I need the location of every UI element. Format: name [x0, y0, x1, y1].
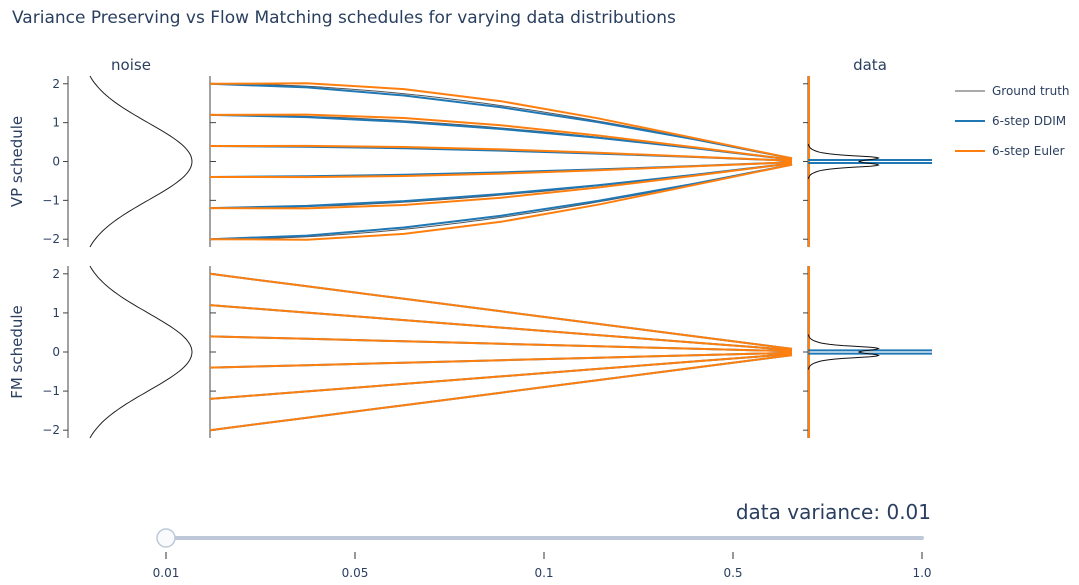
ddim-line — [209, 82, 793, 160]
slider-readout-sep: : — [873, 500, 886, 524]
panels: VP schedule 2 1 0 −1 −2 FM schedule 2 1 0 −1 −2 — [8, 75, 932, 439]
euler-line — [209, 353, 793, 400]
euler-line — [209, 304, 793, 351]
euler-line — [209, 351, 793, 369]
slider-handle[interactable] — [156, 528, 176, 548]
noise-tick-label: −1 — [42, 384, 60, 398]
noise-tick-label: 2 — [52, 77, 60, 91]
panel-vp: VP schedule 2 1 0 −1 −2 — [8, 75, 932, 248]
euler-line — [209, 161, 793, 179]
euler-line — [209, 354, 793, 432]
noise-tick-label: −1 — [42, 193, 60, 207]
ddim-line — [209, 113, 793, 161]
data-column-title: data — [853, 56, 887, 74]
noise-density-curve — [89, 75, 193, 248]
euler-line — [209, 113, 793, 161]
euler-line — [209, 162, 793, 210]
legend-label-2[interactable]: 6-step Euler — [992, 144, 1065, 158]
legend-label-1[interactable]: 6-step DDIM — [992, 114, 1066, 128]
euler-line — [209, 82, 793, 160]
data-variance-slider[interactable]: data variance: 0.01 0.01 0.05 0.1 0.5 1.0 — [153, 500, 932, 580]
legend-label-0[interactable]: Ground truth — [992, 84, 1070, 98]
chart-title: Variance Preserving vs Flow Matching sch… — [12, 8, 676, 28]
ddim-line — [209, 162, 793, 210]
slider-readout-label: data variance — [736, 500, 874, 524]
euler-line — [209, 335, 793, 353]
noise-tick-label: 2 — [52, 267, 60, 281]
slider-step-label[interactable]: 0.05 — [342, 566, 369, 580]
panel-ylabel: VP schedule — [8, 116, 26, 207]
data-density-curve — [807, 143, 880, 180]
panel-fm: FM schedule 2 1 0 −1 −2 — [8, 265, 932, 439]
slider-readout-value: 0.01 — [886, 500, 931, 524]
euler-line — [209, 272, 793, 350]
noise-column-title: noise — [111, 56, 151, 74]
slider-step-label[interactable]: 0.01 — [153, 566, 180, 580]
slider-step-label[interactable]: 0.5 — [723, 566, 742, 580]
panel-ylabel: FM schedule — [8, 305, 26, 399]
slider-step-label[interactable]: 0.1 — [534, 566, 553, 580]
noise-tick-label: −2 — [42, 232, 60, 246]
noise-tick-label: 0 — [52, 155, 60, 169]
noise-tick-label: 1 — [52, 116, 60, 130]
slider-readout: data variance: 0.01 — [736, 500, 931, 524]
slider-step-label[interactable]: 1.0 — [912, 566, 931, 580]
ground-truth-line — [210, 162, 793, 209]
euler-line — [209, 144, 793, 162]
euler-line — [209, 163, 793, 241]
noise-tick-label: 0 — [52, 345, 60, 359]
legend[interactable]: Ground truth 6-step DDIM 6-step Euler — [955, 84, 1070, 158]
noise-tick-label: 1 — [52, 306, 60, 320]
noise-density-curve — [89, 265, 193, 439]
noise-tick-label: −2 — [42, 423, 60, 437]
ddim-line — [209, 163, 793, 241]
data-density-curve — [807, 334, 880, 370]
ground-truth-line — [210, 114, 793, 161]
